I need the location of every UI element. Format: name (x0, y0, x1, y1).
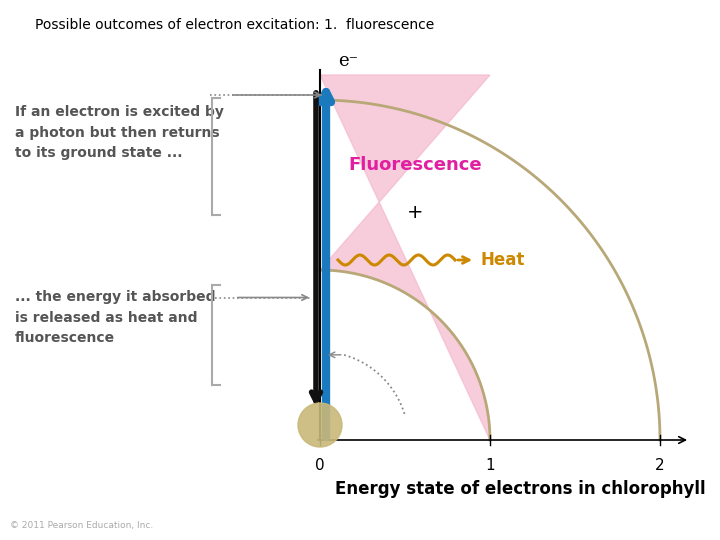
Text: If an electron is excited by
a photon but then returns
to its ground state ...: If an electron is excited by a photon bu… (15, 105, 224, 160)
Circle shape (298, 403, 342, 447)
Polygon shape (320, 75, 490, 440)
Text: e⁻: e⁻ (338, 52, 358, 70)
Text: Energy state of electrons in chlorophyll: Energy state of electrons in chlorophyll (335, 480, 706, 498)
Text: +: + (407, 204, 423, 222)
Text: 1: 1 (485, 458, 495, 473)
Text: 0: 0 (315, 458, 325, 473)
Text: Fluorescence: Fluorescence (348, 156, 482, 174)
Text: ... the energy it absorbed
is released as heat and
fluorescence: ... the energy it absorbed is released a… (15, 290, 215, 345)
Text: © 2011 Pearson Education, Inc.: © 2011 Pearson Education, Inc. (10, 521, 153, 530)
Text: 2: 2 (655, 458, 665, 473)
Text: Heat: Heat (480, 251, 524, 269)
Text: Possible outcomes of electron excitation: 1.  fluorescence: Possible outcomes of electron excitation… (35, 18, 434, 32)
